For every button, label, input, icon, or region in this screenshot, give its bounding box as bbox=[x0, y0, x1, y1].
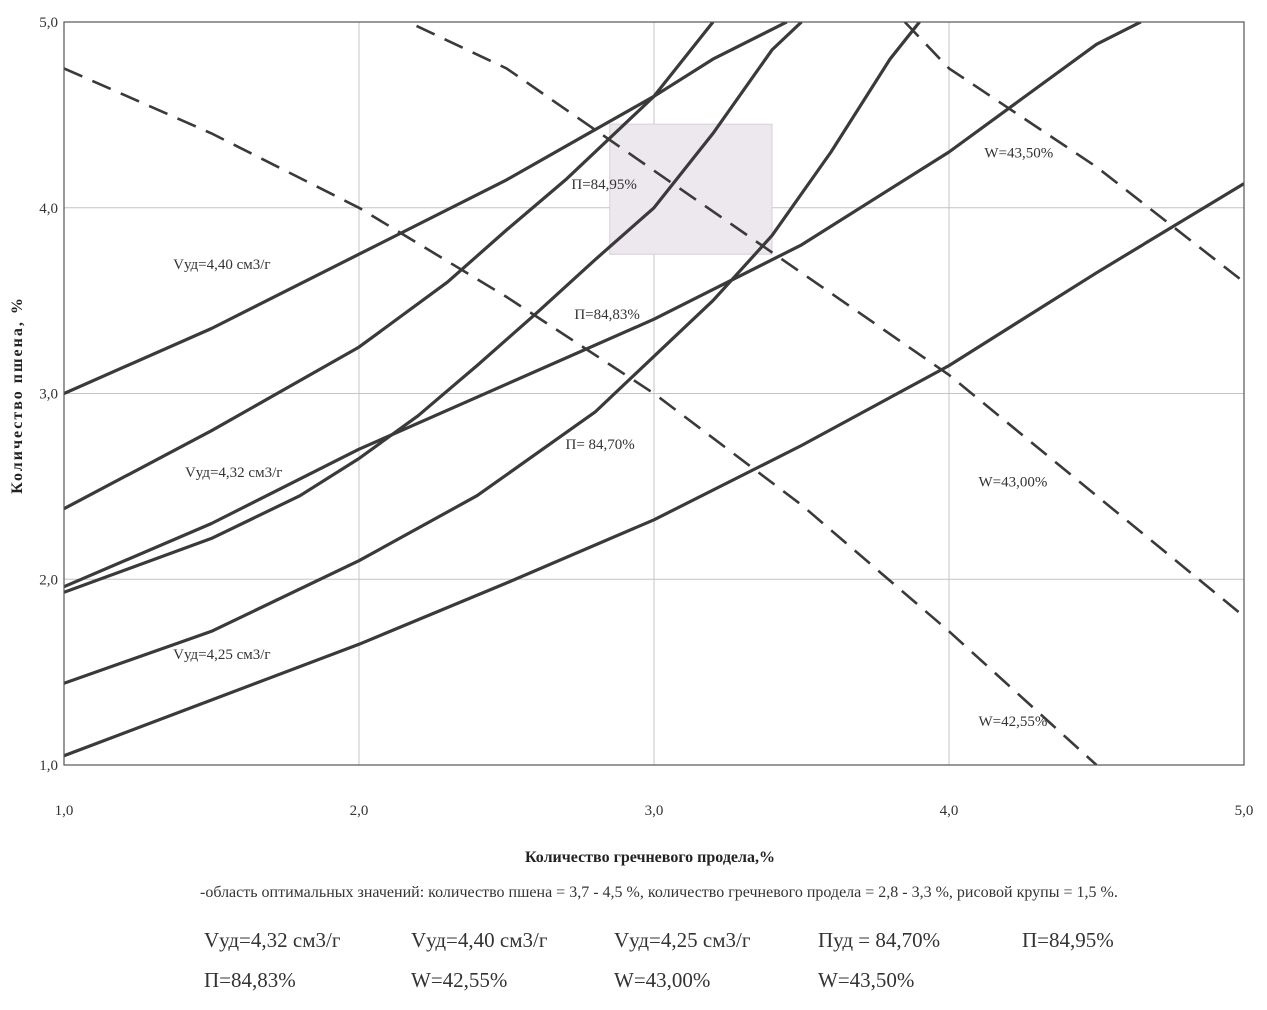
series-line-3 bbox=[64, 22, 802, 592]
legend-item: Vуд=4,25 см3/г bbox=[614, 928, 750, 953]
dashed-series-line-8 bbox=[389, 13, 1245, 617]
x-axis-title: Количество гречневого продела,% bbox=[525, 849, 775, 866]
legend-item: Vуд=4,32 см3/г bbox=[204, 928, 340, 953]
curve-label: W=43,50% bbox=[984, 146, 1053, 162]
x-tick-label: 5,0 bbox=[1235, 803, 1254, 819]
legend-item: W=42,55% bbox=[411, 968, 507, 993]
curve-label: W=42,55% bbox=[979, 714, 1048, 730]
x-tick-label: 3,0 bbox=[645, 803, 664, 819]
curve-label: П= 84,70% bbox=[566, 437, 635, 453]
curve-label: Vуд=4,32 см3/г bbox=[185, 465, 282, 481]
series-line-4 bbox=[64, 22, 1141, 587]
y-tick-label: 1,0 bbox=[39, 758, 58, 774]
y-tick-label: 3,0 bbox=[39, 387, 58, 403]
legend-item: W=43,50% bbox=[818, 968, 914, 993]
y-tick-label: 5,0 bbox=[39, 15, 58, 31]
legend-item: П=84,95% bbox=[1022, 928, 1114, 953]
curve-label: Vуд=4,40 см3/г bbox=[173, 257, 270, 273]
y-axis-title: Количество пшена, % bbox=[9, 296, 26, 494]
optimal-region-note: -область оптимальных значений: количеств… bbox=[200, 884, 1118, 902]
chart: 1,0 2,0 3,0 4,0 5,0 1,0 2,0 3,0 4,0 5,0 Vуд=4,40 … bbox=[0, 0, 1267, 880]
curve-label: W=43,00% bbox=[979, 474, 1048, 490]
legend-item: П=84,83% bbox=[204, 968, 296, 993]
x-tick-label: 1,0 bbox=[55, 803, 74, 819]
curve-label: П=84,95% bbox=[571, 177, 637, 193]
curve-label: П=84,83% bbox=[574, 307, 640, 323]
legend-item: Vуд=4,40 см3/г bbox=[411, 928, 547, 953]
legend-item: W=43,00% bbox=[614, 968, 710, 993]
x-tick-label: 2,0 bbox=[350, 803, 369, 819]
curve-label: Vуд=4,25 см3/г bbox=[173, 647, 270, 663]
legend-item: Пуд = 84,70% bbox=[818, 928, 940, 953]
y-tick-label: 4,0 bbox=[39, 201, 58, 217]
y-tick-label: 2,0 bbox=[39, 572, 58, 588]
x-tick-label: 4,0 bbox=[940, 803, 959, 819]
